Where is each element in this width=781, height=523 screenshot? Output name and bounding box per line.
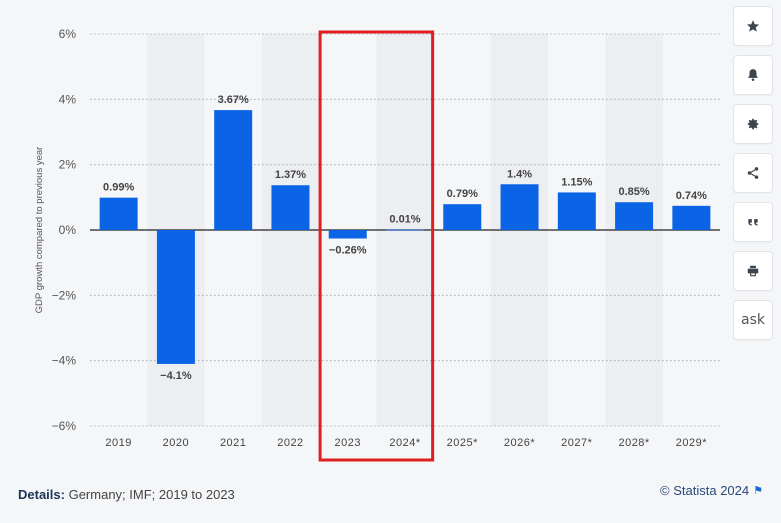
bar bbox=[271, 185, 310, 230]
data-label: 1.15% bbox=[561, 176, 592, 188]
data-label: 3.67% bbox=[218, 94, 249, 106]
bell-icon bbox=[748, 69, 758, 81]
y-tick-label: 4% bbox=[59, 92, 77, 106]
star-icon bbox=[746, 20, 760, 32]
cite-quote-button[interactable] bbox=[733, 202, 773, 242]
x-tick-label: 2022 bbox=[277, 437, 303, 449]
favorite-star-button[interactable] bbox=[733, 6, 773, 46]
x-tick-label: 2023 bbox=[334, 437, 360, 449]
bar bbox=[386, 229, 424, 231]
ask-icon: ask bbox=[741, 312, 765, 328]
ask-button[interactable]: ask bbox=[733, 300, 773, 340]
share-button[interactable] bbox=[733, 153, 773, 193]
x-tick-label: 2025* bbox=[447, 437, 478, 449]
x-tick-label: 2027* bbox=[561, 437, 592, 449]
print-button[interactable] bbox=[733, 251, 773, 291]
bar bbox=[443, 204, 482, 230]
data-label: −0.26% bbox=[329, 244, 367, 256]
data-label: −4.1% bbox=[160, 370, 192, 382]
x-tick-label: 2026* bbox=[504, 437, 535, 449]
x-tick-label: 2029* bbox=[676, 437, 707, 449]
bar bbox=[557, 192, 596, 230]
settings-gear-button[interactable] bbox=[733, 104, 773, 144]
x-tick-label: 2021 bbox=[220, 437, 246, 449]
share-icon bbox=[747, 167, 759, 179]
data-label: 0.01% bbox=[389, 214, 420, 226]
y-tick-label: −6% bbox=[52, 419, 77, 433]
x-tick-label: 2020 bbox=[163, 437, 189, 449]
x-tick-label: 2019 bbox=[105, 437, 131, 449]
bar bbox=[672, 205, 711, 230]
bar bbox=[156, 230, 195, 364]
data-label: 1.4% bbox=[507, 168, 532, 180]
data-label: 1.37% bbox=[275, 169, 306, 181]
printer-icon bbox=[747, 265, 759, 277]
quote-icon bbox=[748, 219, 758, 226]
bar bbox=[500, 184, 539, 230]
gear-icon bbox=[747, 118, 759, 130]
details-label: Details: bbox=[18, 487, 65, 502]
y-tick-label: 6% bbox=[59, 27, 77, 41]
y-tick-label: −2% bbox=[52, 288, 77, 302]
bar bbox=[615, 202, 654, 230]
copyright-text: © Statista 2024 bbox=[660, 483, 750, 498]
sidebar-toolbar: ask bbox=[733, 6, 773, 349]
bar bbox=[99, 197, 138, 230]
bar bbox=[214, 110, 253, 230]
bar bbox=[328, 230, 367, 239]
notification-bell-button[interactable] bbox=[733, 55, 773, 95]
copyright-link[interactable]: © Statista 2024 ⚑ bbox=[660, 483, 763, 498]
bar-chart: 6% 4% 2% 0% −2% −4% −6% GDP growth compared to … bbox=[34, 27, 720, 462]
y-tick-label: −4% bbox=[52, 354, 77, 368]
y-axis-label: GDP growth compared to previous year bbox=[34, 147, 45, 314]
data-label: 0.85% bbox=[618, 186, 649, 198]
y-tick-label: 2% bbox=[59, 158, 77, 172]
data-label: 0.99% bbox=[103, 182, 134, 194]
details-text: Germany; IMF; 2019 to 2023 bbox=[68, 487, 235, 502]
flag-icon: ⚑ bbox=[753, 485, 763, 497]
x-tick-label: 2028* bbox=[618, 437, 649, 449]
highlight-box bbox=[318, 30, 435, 462]
chart-container: 6% 4% 2% 0% −2% −4% −6% GDP growth compared to … bbox=[34, 27, 720, 462]
details-line: Details: Germany; IMF; 2019 to 2023 bbox=[18, 487, 235, 502]
data-label: 0.79% bbox=[447, 188, 478, 200]
data-label: 0.74% bbox=[676, 190, 707, 202]
x-tick-label: 2024* bbox=[389, 437, 420, 449]
y-tick-label: 0% bbox=[59, 223, 77, 237]
